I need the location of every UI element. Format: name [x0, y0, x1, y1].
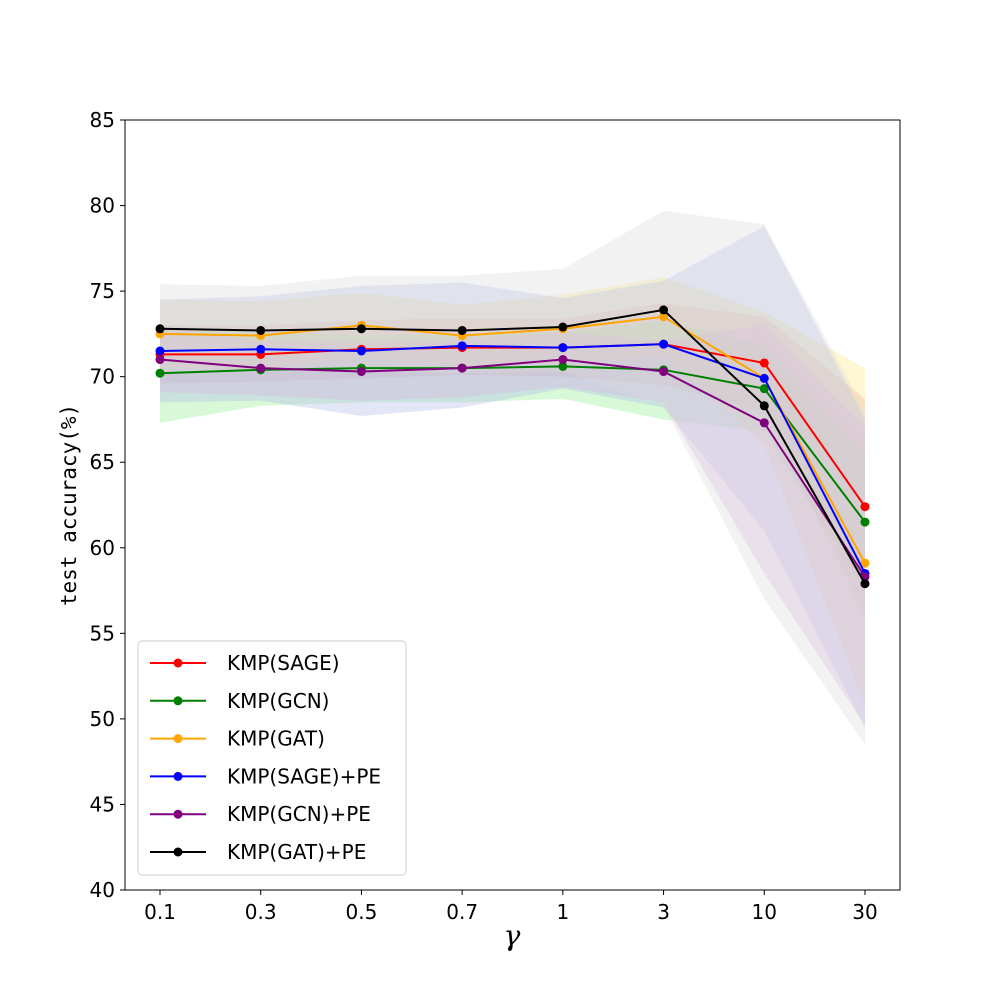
band-5 [160, 210, 865, 745]
point-3-5 [659, 339, 669, 349]
y-axis-label: test accuracy(%) [57, 404, 81, 606]
point-5-4 [558, 322, 568, 332]
point-4-1 [256, 363, 266, 373]
legend-marker-2 [173, 734, 183, 744]
point-1-7 [860, 517, 870, 527]
legend-marker-3 [173, 771, 183, 781]
point-5-1 [256, 325, 266, 335]
legend-box [137, 640, 407, 876]
legend-marker-1 [173, 696, 183, 706]
y-tick-label: 45 [90, 792, 115, 816]
point-2-5 [659, 312, 669, 322]
point-5-0 [155, 324, 165, 334]
point-5-5 [659, 305, 669, 315]
series-line-2 [159, 315, 866, 564]
y-tick-label: 75 [90, 279, 115, 303]
x-axis: 0.1 0.3 0.5 0.7 1 3 10 30 [144, 890, 878, 924]
point-1-4 [558, 361, 568, 371]
point-5-6 [759, 401, 769, 411]
y-tick-label: 55 [90, 621, 115, 645]
point-4-6 [759, 418, 769, 428]
point-1-0 [155, 368, 165, 378]
point-0-6 [759, 358, 769, 368]
legend-label-5: KMP(GAT)+PE [227, 840, 366, 864]
x-tick-label: 0.5 [346, 900, 378, 924]
y-tick-label: 50 [90, 707, 115, 731]
point-3-3 [457, 341, 467, 351]
series-line-3 [159, 343, 866, 574]
point-4-2 [356, 367, 366, 377]
x-tick-label: 1 [556, 900, 569, 924]
point-4-4 [558, 355, 568, 365]
series-line-4 [159, 358, 866, 578]
point-4-0 [155, 355, 165, 365]
legend-label-3: KMP(SAGE)+PE [227, 764, 381, 788]
legend-marker-4 [173, 809, 183, 819]
y-tick-label: 85 [90, 108, 115, 132]
legend-marker-5 [173, 847, 183, 857]
series-lines [155, 305, 870, 589]
legend-label-0: KMP(SAGE) [227, 651, 340, 675]
point-3-4 [558, 343, 568, 353]
point-3-0 [155, 346, 165, 356]
x-tick-label: 0.3 [245, 900, 277, 924]
point-5-3 [457, 325, 467, 335]
legend-marker-0 [173, 658, 183, 668]
point-4-5 [659, 367, 669, 377]
series-line-5 [159, 308, 866, 585]
band-4 [160, 325, 865, 726]
point-3-6 [759, 373, 769, 383]
point-3-2 [356, 346, 366, 356]
plot-area-frame [124, 119, 901, 891]
y-tick-label: 40 [90, 878, 115, 902]
x-tick-label: 0.1 [144, 900, 176, 924]
point-1-6 [759, 384, 769, 394]
band-0 [160, 303, 865, 617]
x-tick-label: 10 [752, 900, 777, 924]
y-axis: 40 45 50 55 60 65 70 75 80 85 [90, 108, 125, 902]
legend-label-1: KMP(GCN) [227, 689, 329, 713]
point-2-7 [860, 558, 870, 568]
y-tick-label: 65 [90, 450, 115, 474]
point-0-7 [860, 502, 870, 512]
y-tick-label: 80 [90, 194, 115, 218]
y-tick-label: 60 [90, 536, 115, 560]
point-5-7 [860, 579, 870, 589]
x-tick-label: 0.7 [446, 900, 478, 924]
x-tick-label: 30 [852, 900, 877, 924]
point-3-1 [256, 344, 266, 354]
legend-label-2: KMP(GAT) [227, 727, 325, 751]
point-5-2 [356, 324, 366, 334]
legend: KMP(SAGE) KMP(GCN) KMP(GAT) KMP(SAGE)+PE KMP… [137, 640, 407, 876]
point-4-3 [457, 363, 467, 373]
legend-label-4: KMP(GCN)+PE [227, 802, 371, 826]
y-tick-label: 70 [90, 365, 115, 389]
band-1 [160, 320, 865, 591]
x-tick-label: 3 [657, 900, 670, 924]
x-axis-label: γ [504, 919, 521, 952]
